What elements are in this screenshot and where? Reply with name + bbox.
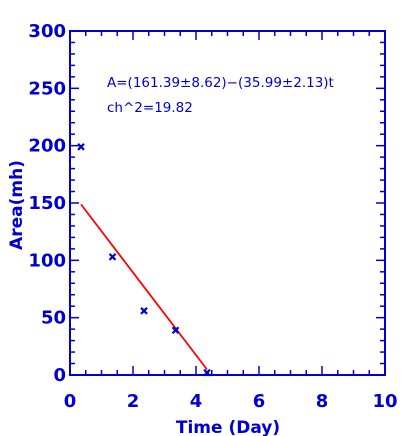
data-point	[77, 143, 85, 151]
y-axis-ticks: 0 50 100 150 200 250 300	[28, 21, 385, 386]
y-tick-label: 300	[28, 21, 66, 42]
chi-square-label: ch^2=19.82	[107, 100, 193, 116]
x-axis-label: Time (Day)	[176, 418, 280, 436]
y-tick-label: 0	[53, 365, 66, 386]
data-point	[140, 307, 148, 315]
x-tick-label: 8	[316, 391, 329, 412]
fit-equation: A=(161.39±8.62)−(35.99±2.13)t	[107, 75, 334, 91]
data-points	[77, 143, 211, 377]
fit-line	[80, 203, 208, 371]
x-tick-label: 0	[64, 391, 77, 412]
data-point	[108, 253, 117, 261]
fit-line-group	[80, 203, 208, 371]
y-tick-label: 150	[28, 193, 66, 214]
y-axis-label: Area(mh)	[7, 160, 27, 250]
data-point	[203, 368, 211, 377]
y-tick-label: 50	[41, 308, 66, 329]
x-tick-label: 10	[372, 391, 397, 412]
y-tick-label: 200	[28, 136, 66, 157]
data-point	[171, 326, 180, 335]
x-tick-label: 4	[190, 391, 203, 412]
x-axis-ticks: 0 2 4 6 8 10	[64, 31, 398, 412]
y-tick-label: 250	[28, 78, 66, 99]
y-tick-label: 100	[28, 250, 66, 271]
x-tick-label: 2	[127, 391, 140, 412]
x-tick-label: 6	[253, 391, 266, 412]
